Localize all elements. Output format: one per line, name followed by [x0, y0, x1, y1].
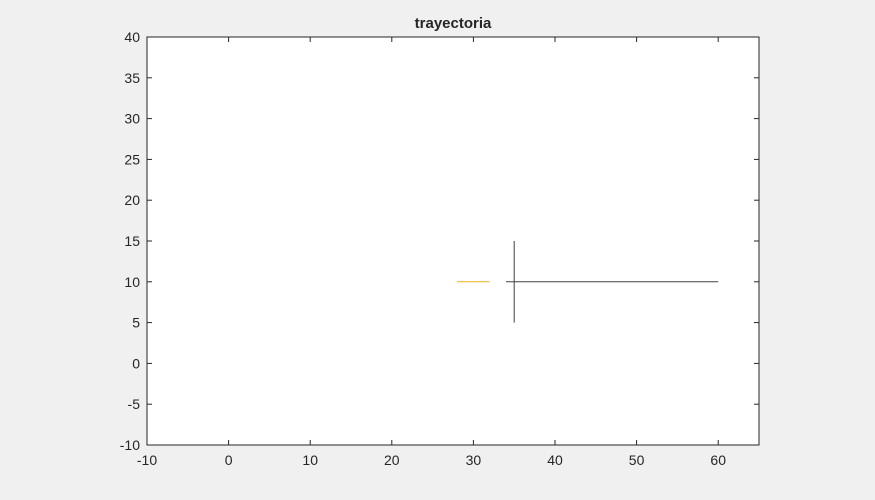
x-tick-label: 40	[547, 452, 563, 468]
x-tick-label: 30	[466, 452, 482, 468]
x-tick-label: 50	[629, 452, 645, 468]
y-tick-label: 5	[132, 315, 140, 331]
x-ticks: -10 0 10 20 30 40 50 60	[137, 37, 726, 468]
y-tick-label: 0	[132, 355, 140, 371]
y-tick-label: 20	[124, 192, 140, 208]
y-tick-label: 35	[124, 70, 140, 86]
series-layer	[457, 241, 719, 323]
y-tick-label: 10	[124, 274, 140, 290]
x-tick-label: 0	[225, 452, 233, 468]
x-tick-label: 20	[384, 452, 400, 468]
chart-title: trayectoria	[415, 15, 492, 32]
y-tick-label: 30	[124, 111, 140, 127]
axes-background	[147, 37, 759, 445]
y-tick-label: -10	[120, 437, 140, 453]
y-tick-label: 15	[124, 233, 140, 249]
x-tick-label: 60	[710, 452, 726, 468]
y-tick-label: 25	[124, 151, 140, 167]
y-ticks: -10 -5 0 5 10 15 20 25 30 35 40	[120, 29, 759, 453]
y-tick-label: 40	[124, 29, 140, 45]
x-tick-label: -10	[137, 452, 157, 468]
y-tick-label: -5	[128, 396, 141, 412]
x-tick-label: 10	[302, 452, 318, 468]
